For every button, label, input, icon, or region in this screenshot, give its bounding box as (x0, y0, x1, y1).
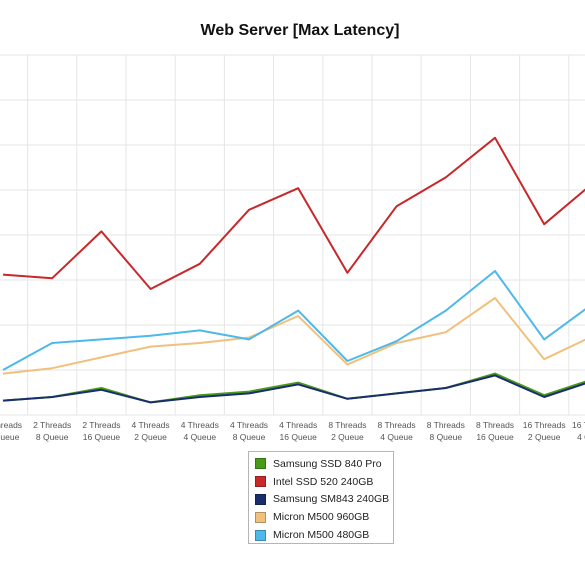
x-tick-label: 4 Threads (230, 420, 268, 430)
x-tick-label: 4 Queue (183, 432, 216, 442)
legend: Samsung SSD 840 Pro Intel SSD 520 240GB Sa… (248, 451, 394, 544)
x-tick-label: 2 Threads (82, 420, 120, 430)
series-line-samsung-ssd-840-pro (2, 372, 585, 404)
series-line-micron-m500-960gb (2, 297, 585, 375)
legend-label: Samsung SSD 840 Pro (273, 457, 382, 470)
x-tick-label: 16 Queue (476, 432, 514, 442)
legend-item: Micron M500 960GB (255, 508, 393, 526)
x-tick-label: 8 Queue (233, 432, 266, 442)
x-tick-label: 8 Threads (378, 420, 416, 430)
legend-label: Micron M500 960GB (273, 511, 370, 524)
x-tick-label: 4 Threads (181, 420, 219, 430)
x-tick-label: 4 Queue (380, 432, 413, 442)
series-lines (2, 136, 585, 404)
x-tick-label: 16 Threads (523, 420, 566, 430)
legend-label: Intel SSD 520 240GB (273, 475, 374, 488)
x-tick-label: 16 Threads (572, 420, 585, 430)
x-tick-label: 2 Queue (528, 432, 561, 442)
legend-label: Samsung SM843 240GB (273, 493, 390, 506)
x-tick-label: 4 Threads (132, 420, 170, 430)
x-tick-label: 1 Threads (0, 420, 22, 430)
legend-item: Intel SSD 520 240GB (255, 473, 393, 491)
series-line-samsung-sm843-240gb (2, 374, 585, 404)
legend-swatch (255, 529, 266, 541)
legend-swatch (255, 493, 266, 505)
x-tick-label: 16 Queue (280, 432, 318, 442)
x-tick-label: 1 Queue (0, 432, 20, 442)
x-tick-label: 8 Threads (476, 420, 514, 430)
series-line-micron-m500-480gb (2, 270, 585, 371)
x-tick-label: 8 Queue (429, 432, 462, 442)
x-tick-label: 16 Queue (83, 432, 121, 442)
legend-item: Samsung SSD 840 Pro (255, 455, 393, 473)
legend-item: Samsung SM843 240GB (255, 491, 393, 509)
x-tick-label: 2 Threads (33, 420, 71, 430)
legend-item: Micron M500 480GB (255, 526, 393, 544)
legend-label: Micron M500 480GB (273, 529, 370, 542)
x-axis-tick-labels: 1 Threads 1 Queue 2 Threads 8 Queue 2 Thread… (0, 420, 585, 442)
series-line-intel-ssd-520-240gb (2, 136, 585, 290)
legend-swatch (255, 511, 266, 523)
legend-swatch (255, 458, 266, 470)
x-tick-label: 2 Queue (134, 432, 167, 442)
legend-swatch (255, 476, 266, 488)
x-tick-label: 4 Queue (577, 432, 585, 442)
x-tick-label: 4 Threads (279, 420, 317, 430)
x-tick-label: 8 Threads (427, 420, 465, 430)
chart-title: Web Server [Max Latency] (201, 22, 400, 39)
x-tick-label: 8 Queue (36, 432, 69, 442)
x-tick-label: 2 Queue (331, 432, 364, 442)
x-tick-label: 8 Threads (328, 420, 366, 430)
